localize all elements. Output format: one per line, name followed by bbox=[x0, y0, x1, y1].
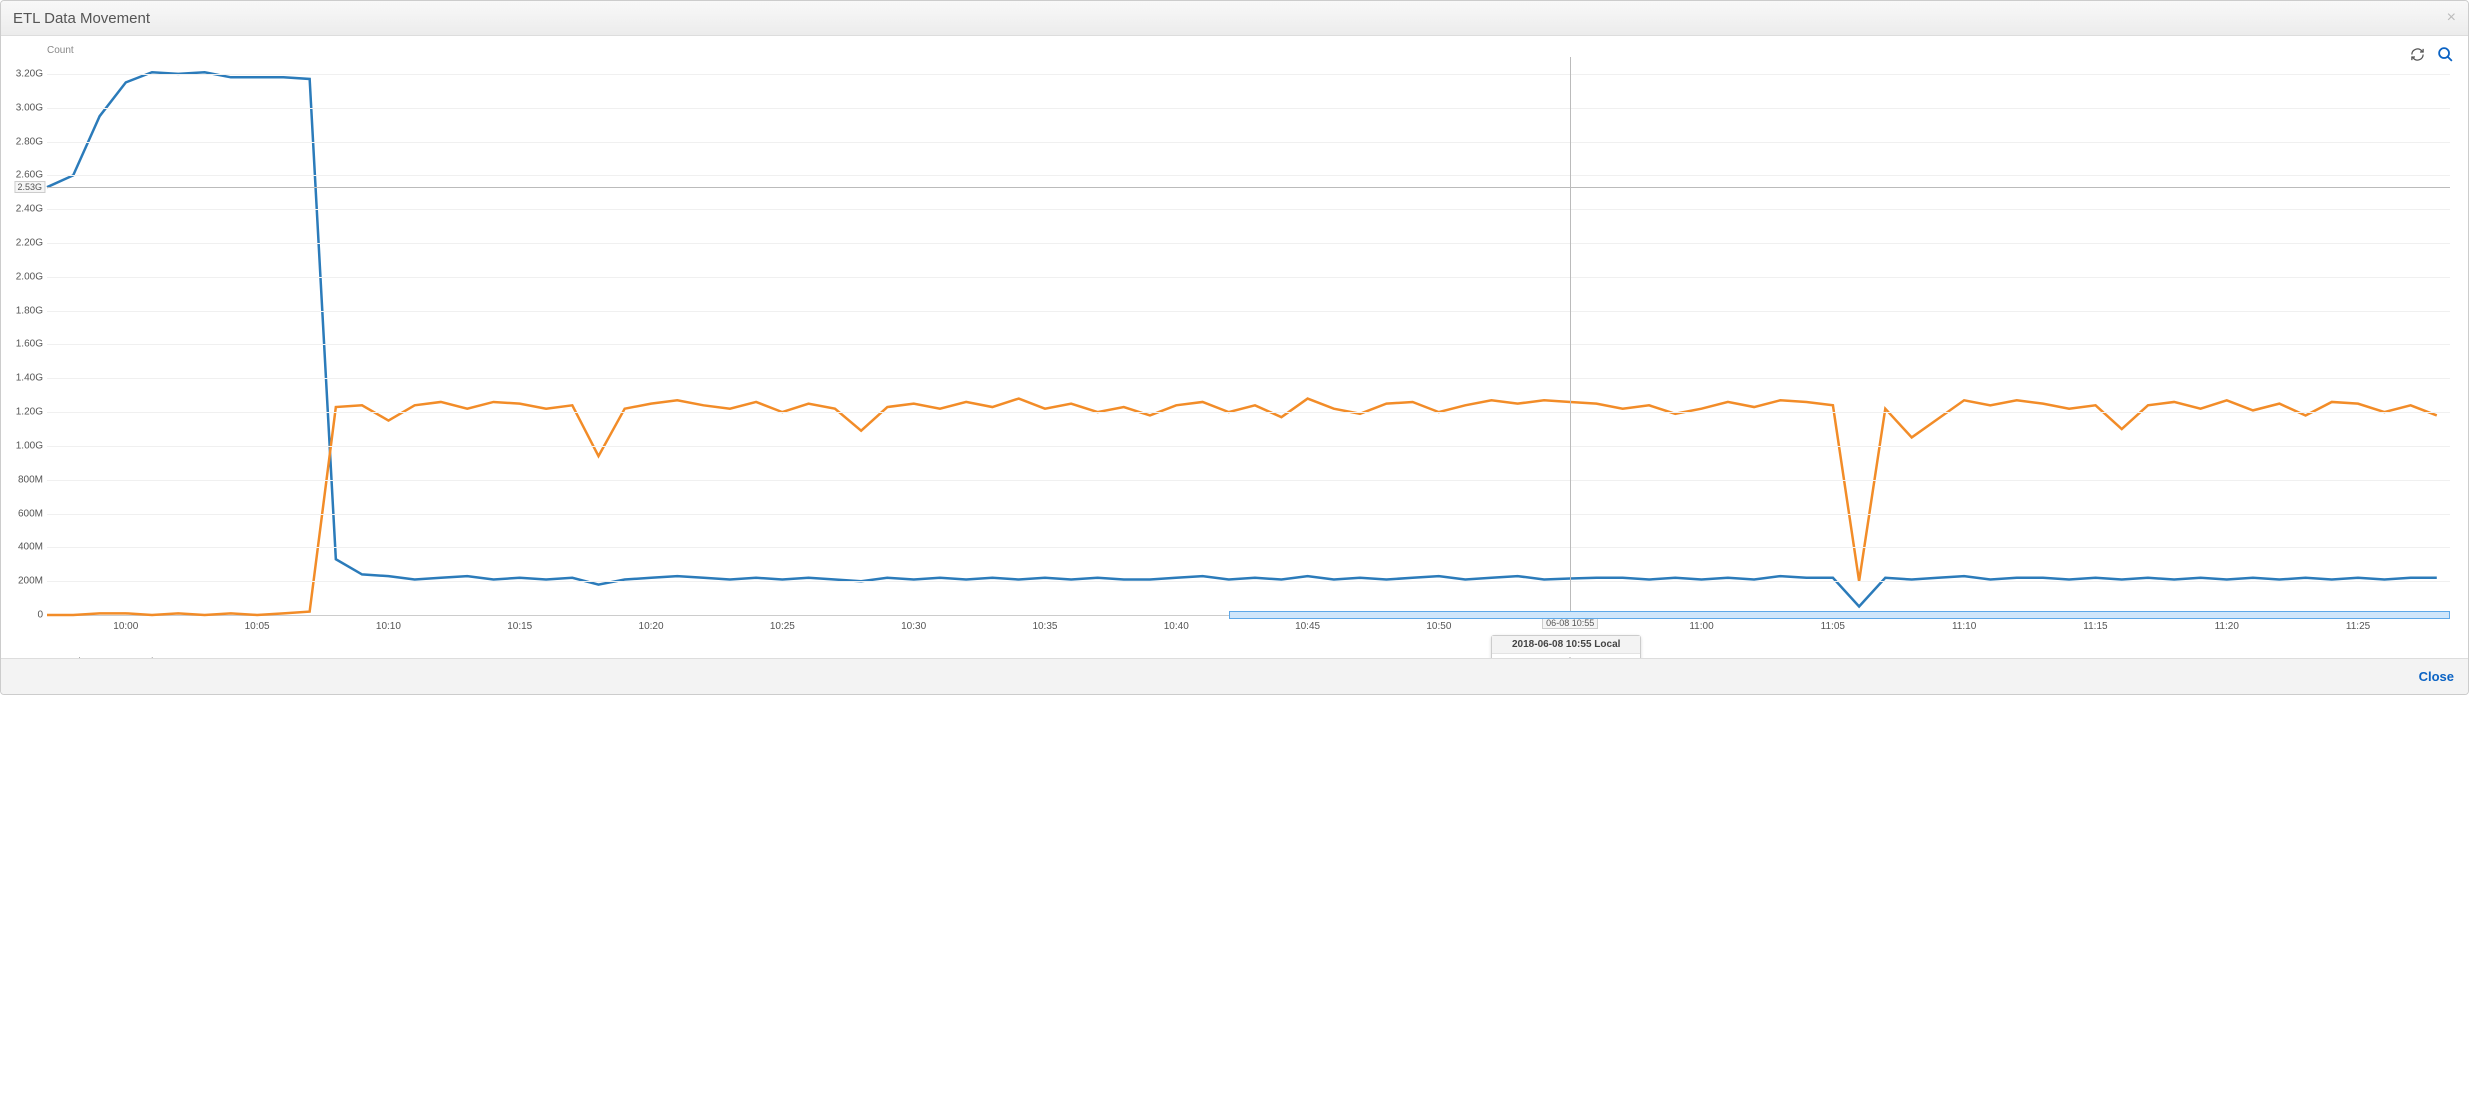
range-brush[interactable] bbox=[1229, 611, 2450, 619]
xtick-label: 10:45 bbox=[1295, 621, 1320, 632]
xtick-label: 10:20 bbox=[639, 621, 664, 632]
ytick-label: 1.20G bbox=[16, 407, 43, 418]
xtick-label: 10:00 bbox=[113, 621, 138, 632]
xtick-label: 10:30 bbox=[901, 621, 926, 632]
close-button[interactable]: Close bbox=[2419, 669, 2454, 684]
reference-line-label: 2.53G bbox=[14, 181, 45, 193]
gridline bbox=[47, 378, 2450, 379]
xtick-label: 11:05 bbox=[1821, 621, 1845, 632]
ytick-label: 800M bbox=[18, 474, 43, 485]
xtick-label: 10:10 bbox=[376, 621, 401, 632]
modal-title: ETL Data Movement bbox=[13, 10, 150, 27]
xtick-label: 11:10 bbox=[1952, 621, 1976, 632]
chart-area: Count 0200M400M600M800M1.00G1.20G1.40G1.… bbox=[15, 45, 2454, 650]
xtick-label: 10:15 bbox=[507, 621, 532, 632]
gridline bbox=[47, 311, 2450, 312]
cursor-line bbox=[1570, 57, 1571, 615]
gridline bbox=[47, 175, 2450, 176]
ytick-label: 1.00G bbox=[16, 440, 43, 451]
xtick-label: 10:25 bbox=[770, 621, 795, 632]
xtick-label: 11:00 bbox=[1689, 621, 1713, 632]
ytick-label: 3.20G bbox=[16, 68, 43, 79]
ytick-label: 2.60G bbox=[16, 170, 43, 181]
ytick-label: 2.40G bbox=[16, 204, 43, 215]
ytick-label: 0 bbox=[37, 610, 43, 621]
gridline bbox=[47, 344, 2450, 345]
ytick-label: 1.40G bbox=[16, 373, 43, 384]
xtick-label: 10:40 bbox=[1164, 621, 1189, 632]
ytick-label: 1.60G bbox=[16, 339, 43, 350]
ytick-label: 2.20G bbox=[16, 238, 43, 249]
xtick-label: 11:15 bbox=[2083, 621, 2107, 632]
series-bytes-read bbox=[47, 72, 2437, 606]
xtick-label: 10:50 bbox=[1426, 621, 1451, 632]
gridline bbox=[47, 243, 2450, 244]
xtick-label: 11:20 bbox=[2215, 621, 2239, 632]
modal-footer: Close bbox=[1, 658, 2468, 694]
yaxis-title: Count bbox=[47, 45, 74, 56]
ytick-label: 600M bbox=[18, 508, 43, 519]
ytick-label: 1.80G bbox=[16, 305, 43, 316]
modal-header: ETL Data Movement × bbox=[1, 1, 2468, 36]
ytick-label: 200M bbox=[18, 576, 43, 587]
gridline bbox=[47, 446, 2450, 447]
series-bytes-written bbox=[47, 399, 2437, 615]
gridline bbox=[47, 547, 2450, 548]
gridline bbox=[47, 74, 2450, 75]
ytick-label: 3.00G bbox=[16, 102, 43, 113]
gridline bbox=[47, 142, 2450, 143]
gridline bbox=[47, 514, 2450, 515]
xtick-label: 11:25 bbox=[2346, 621, 2370, 632]
gridline bbox=[47, 581, 2450, 582]
ytick-label: 2.00G bbox=[16, 271, 43, 282]
chart-plot[interactable]: 0200M400M600M800M1.00G1.20G1.40G1.60G1.8… bbox=[47, 57, 2450, 616]
ytick-label: 2.80G bbox=[16, 136, 43, 147]
tooltip-header: 2018-06-08 10:55 Local bbox=[1492, 636, 1640, 654]
reference-line bbox=[47, 187, 2450, 188]
gridline bbox=[47, 480, 2450, 481]
chart-modal: ETL Data Movement × Count 0200M400M600M8… bbox=[0, 0, 2469, 695]
gridline bbox=[47, 277, 2450, 278]
ytick-label: 400M bbox=[18, 542, 43, 553]
gridline bbox=[47, 108, 2450, 109]
gridline bbox=[47, 412, 2450, 413]
close-icon[interactable]: × bbox=[2447, 9, 2456, 27]
gridline bbox=[47, 209, 2450, 210]
xtick-label: 10:35 bbox=[1032, 621, 1057, 632]
xtick-label: 10:05 bbox=[245, 621, 270, 632]
